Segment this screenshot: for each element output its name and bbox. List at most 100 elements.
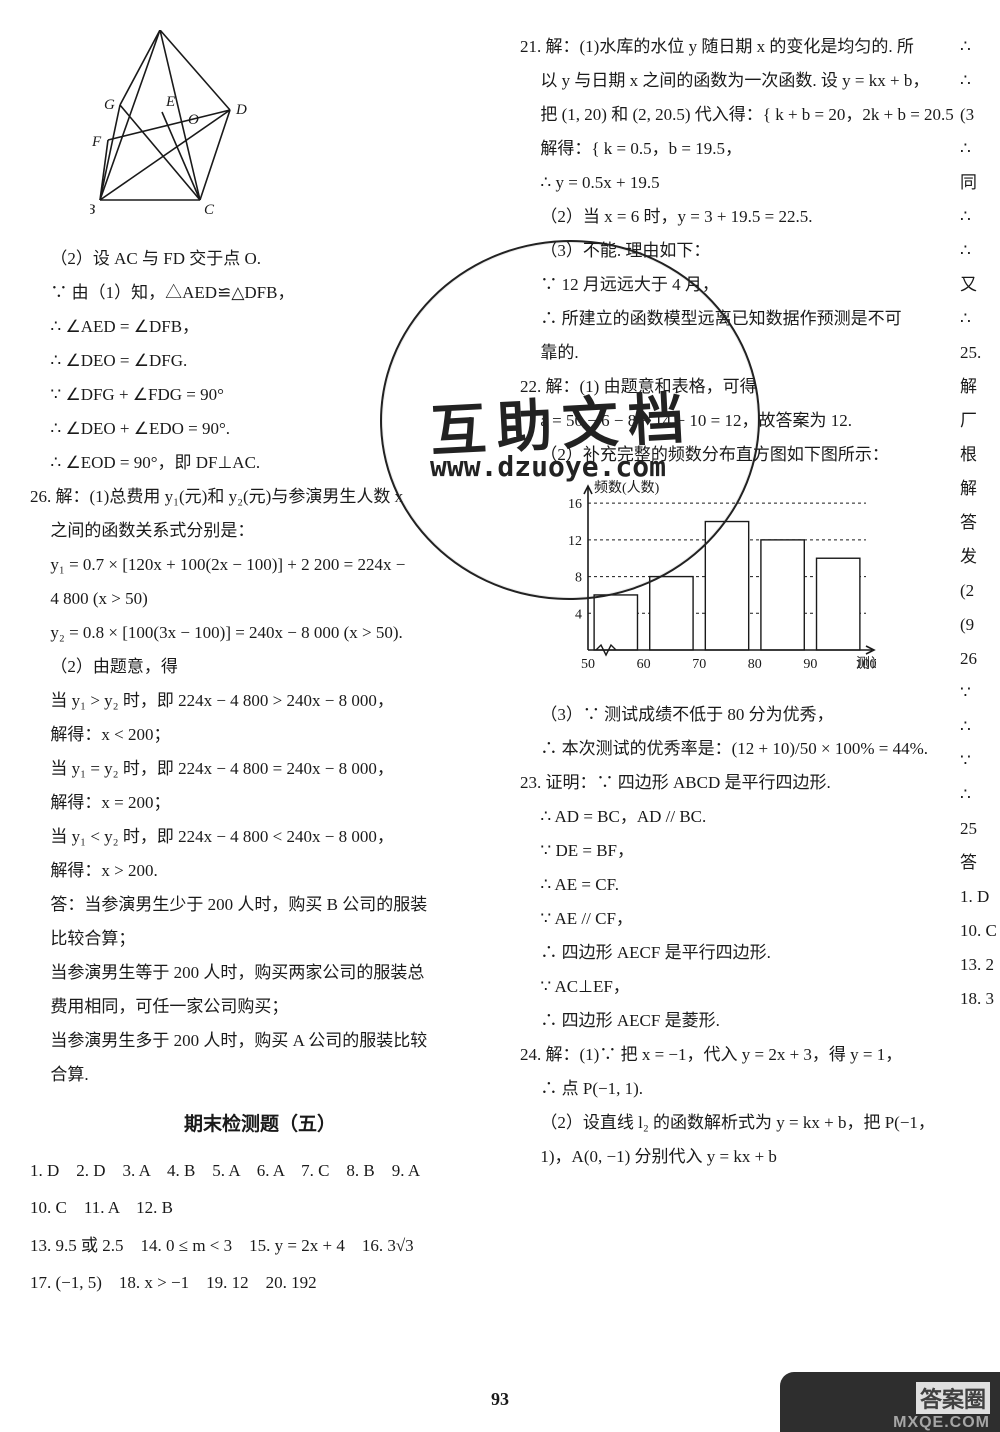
text-line: ∵ AC⊥EF，: [520, 970, 980, 1004]
text-line: ∵ DE = BF，: [520, 834, 980, 868]
section-heading: 期末检测题（五）: [30, 1106, 490, 1144]
geometry-figure: ADCBGFEO: [90, 30, 490, 232]
fragment: 25. 解: [960, 336, 1000, 404]
mc-answers: 1. D 2. D 3. A 4. B 5. A 6. A 7. C 8. B …: [30, 1152, 490, 1189]
text-line: 靠的.: [520, 336, 980, 370]
cutoff-column: ∴ ∴ (3 ∴ 同 ∴ ∴ 又 ∴ 25. 解 厂 根 解 答 发 (2 (9…: [960, 30, 1000, 1016]
svg-text:50: 50: [581, 657, 595, 672]
fragment: (9: [960, 608, 1000, 642]
text-line: 解得：x = 200；: [30, 786, 490, 820]
svg-text:80: 80: [748, 657, 762, 672]
right-column: 21. 解：(1)水库的水位 y 随日期 x 的变化是均匀的. 所 以 y 与日…: [520, 30, 980, 1412]
text-line: 当参演男生多于 200 人时，购买 A 公司的服装比较: [30, 1024, 490, 1058]
fragment: 厂: [960, 404, 1000, 438]
fragment: 13. 2: [960, 948, 1000, 982]
svg-text:E: E: [165, 94, 175, 110]
svg-text:测试成绩: 测试成绩: [856, 656, 876, 672]
text-line: ∵ ∠DFG + ∠FDG = 90°: [30, 378, 490, 412]
text-line: （2）设直线 l₂ 的函数解析式为 y = kx + b，把 P(−1，: [520, 1106, 980, 1140]
equation: y₂ = 0.8 × [100(3x − 100)] = 240x − 8 00…: [30, 616, 490, 650]
geometry-svg: ADCBGFEO: [90, 30, 260, 220]
fragment: ∴: [960, 132, 1000, 166]
svg-text:8: 8: [575, 571, 582, 586]
text-line: ∴ ∠DEO = ∠DFG.: [30, 344, 490, 378]
text-line: （2）设 AC 与 FD 交于点 O.: [30, 242, 490, 276]
equation: 4 800 (x > 50): [30, 582, 490, 616]
problem-21: 21. 解：(1)水库的水位 y 随日期 x 的变化是均匀的. 所: [520, 30, 980, 64]
text-line: ∵ AE // CF，: [520, 902, 980, 936]
svg-text:70: 70: [692, 657, 706, 672]
text-line: （2）补充完整的频数分布直方图如下图所示：: [520, 438, 980, 472]
fragment: 又: [960, 268, 1000, 302]
left-column: ADCBGFEO （2）设 AC 与 FD 交于点 O. ∵ 由（1）知，△AE…: [30, 30, 490, 1412]
page: ADCBGFEO （2）设 AC 与 FD 交于点 O. ∵ 由（1）知，△AE…: [0, 0, 1000, 1432]
fragment: 同: [960, 166, 1000, 200]
fragment: 答: [960, 846, 1000, 880]
text-line: 当参演男生等于 200 人时，购买两家公司的服装总: [30, 956, 490, 990]
svg-text:G: G: [104, 97, 115, 113]
text-line: 比较合算；: [30, 922, 490, 956]
svg-text:O: O: [188, 112, 199, 128]
frequency-histogram: 4812165060708090100频数(人数)测试成绩: [546, 478, 980, 690]
svg-text:4: 4: [575, 607, 582, 622]
text-line: 解得：x < 200；: [30, 718, 490, 752]
text-line: ∴ y = 0.5x + 19.5: [520, 166, 980, 200]
fragment: (3: [960, 98, 1000, 132]
svg-text:频数(人数): 频数(人数): [594, 480, 660, 496]
fragment: 10. C: [960, 914, 1000, 948]
fragment: 1. D: [960, 880, 1000, 914]
fragment: ∵: [960, 744, 1000, 778]
svg-text:B: B: [90, 202, 95, 218]
histogram-svg: 4812165060708090100频数(人数)测试成绩: [546, 478, 876, 678]
fragment: ∴: [960, 200, 1000, 234]
text-line: ∴ 四边形 AECF 是平行四边形.: [520, 936, 980, 970]
text-line: ∴ ∠DEO + ∠EDO = 90°.: [30, 412, 490, 446]
text-line: （2）当 x = 6 时，y = 3 + 19.5 = 22.5.: [520, 200, 980, 234]
text-line: ∴ 四边形 AECF 是菱形.: [520, 1004, 980, 1038]
text-line: 当 y₁ > y₂ 时，即 224x − 4 800 > 240x − 8 00…: [30, 684, 490, 718]
svg-text:F: F: [91, 134, 102, 150]
text-line: ∴ ∠EOD = 90°，即 DF⊥AC.: [30, 446, 490, 480]
fragment: 25: [960, 812, 1000, 846]
text-line: 合算.: [30, 1058, 490, 1092]
text-line: ∵ 12 月远远大于 4 月，: [520, 268, 980, 302]
text-line: 当 y₁ = y₂ 时，即 224x − 4 800 = 240x − 8 00…: [30, 752, 490, 786]
text-line: （3）不能. 理由如下：: [520, 234, 980, 268]
fragment: 答: [960, 506, 1000, 540]
corner-logo-url: MXQE.COM: [893, 1414, 990, 1432]
mc-answers: 17. (−1, 5) 18. x > −1 19. 12 20. 192: [30, 1264, 490, 1301]
text-line: ∵ 由（1）知，△AED≌△DFB，: [30, 276, 490, 310]
svg-text:90: 90: [803, 657, 817, 672]
fragment: ∵: [960, 676, 1000, 710]
svg-text:D: D: [235, 102, 247, 118]
fragment: ∴: [960, 64, 1000, 98]
fragment: 根: [960, 438, 1000, 472]
text-line: ∴ 本次测试的优秀率是：(12 + 10)/50 × 100% = 44%.: [520, 732, 980, 766]
fragment: 解: [960, 472, 1000, 506]
text-line: ∴ AD = BC，AD // BC.: [520, 800, 980, 834]
text-line: 答：当参演男生少于 200 人时，购买 B 公司的服装: [30, 888, 490, 922]
text-line: （2）由题意，得: [30, 650, 490, 684]
fragment: ∴: [960, 302, 1000, 336]
mc-answers: 10. C 11. A 12. B: [30, 1189, 490, 1226]
fragment: 发: [960, 540, 1000, 574]
fragment: ∴: [960, 234, 1000, 268]
text-line: 解得：{ k = 0.5，b = 19.5，: [520, 132, 980, 166]
fragment: ∴: [960, 778, 1000, 812]
svg-text:16: 16: [568, 497, 582, 512]
svg-text:C: C: [204, 202, 215, 218]
fragment: ∴: [960, 30, 1000, 64]
fragment: 26: [960, 642, 1000, 676]
fragment: (2: [960, 574, 1000, 608]
mc-answers: 13. 9.5 或 2.5 14. 0 ≤ m < 3 15. y = 2x +…: [30, 1227, 490, 1264]
text-line: 解得：x > 200.: [30, 854, 490, 888]
text-line: ∴ ∠AED = ∠DFB，: [30, 310, 490, 344]
problem-24: 24. 解：(1)∵ 把 x = −1，代入 y = 2x + 3，得 y = …: [520, 1038, 980, 1072]
text-line: 1)，A(0, −1) 分别代入 y = kx + b: [520, 1140, 980, 1174]
text-line: ∴ 所建立的函数模型远离已知数据作预测是不可: [520, 302, 980, 336]
fragment: ∴: [960, 710, 1000, 744]
fragment: 18. 3: [960, 982, 1000, 1016]
text-line: 把 (1, 20) 和 (2, 20.5) 代入得：{ k + b = 20，2…: [520, 98, 980, 132]
corner-logo-title: 答案圈: [916, 1382, 990, 1414]
svg-text:12: 12: [568, 534, 582, 549]
